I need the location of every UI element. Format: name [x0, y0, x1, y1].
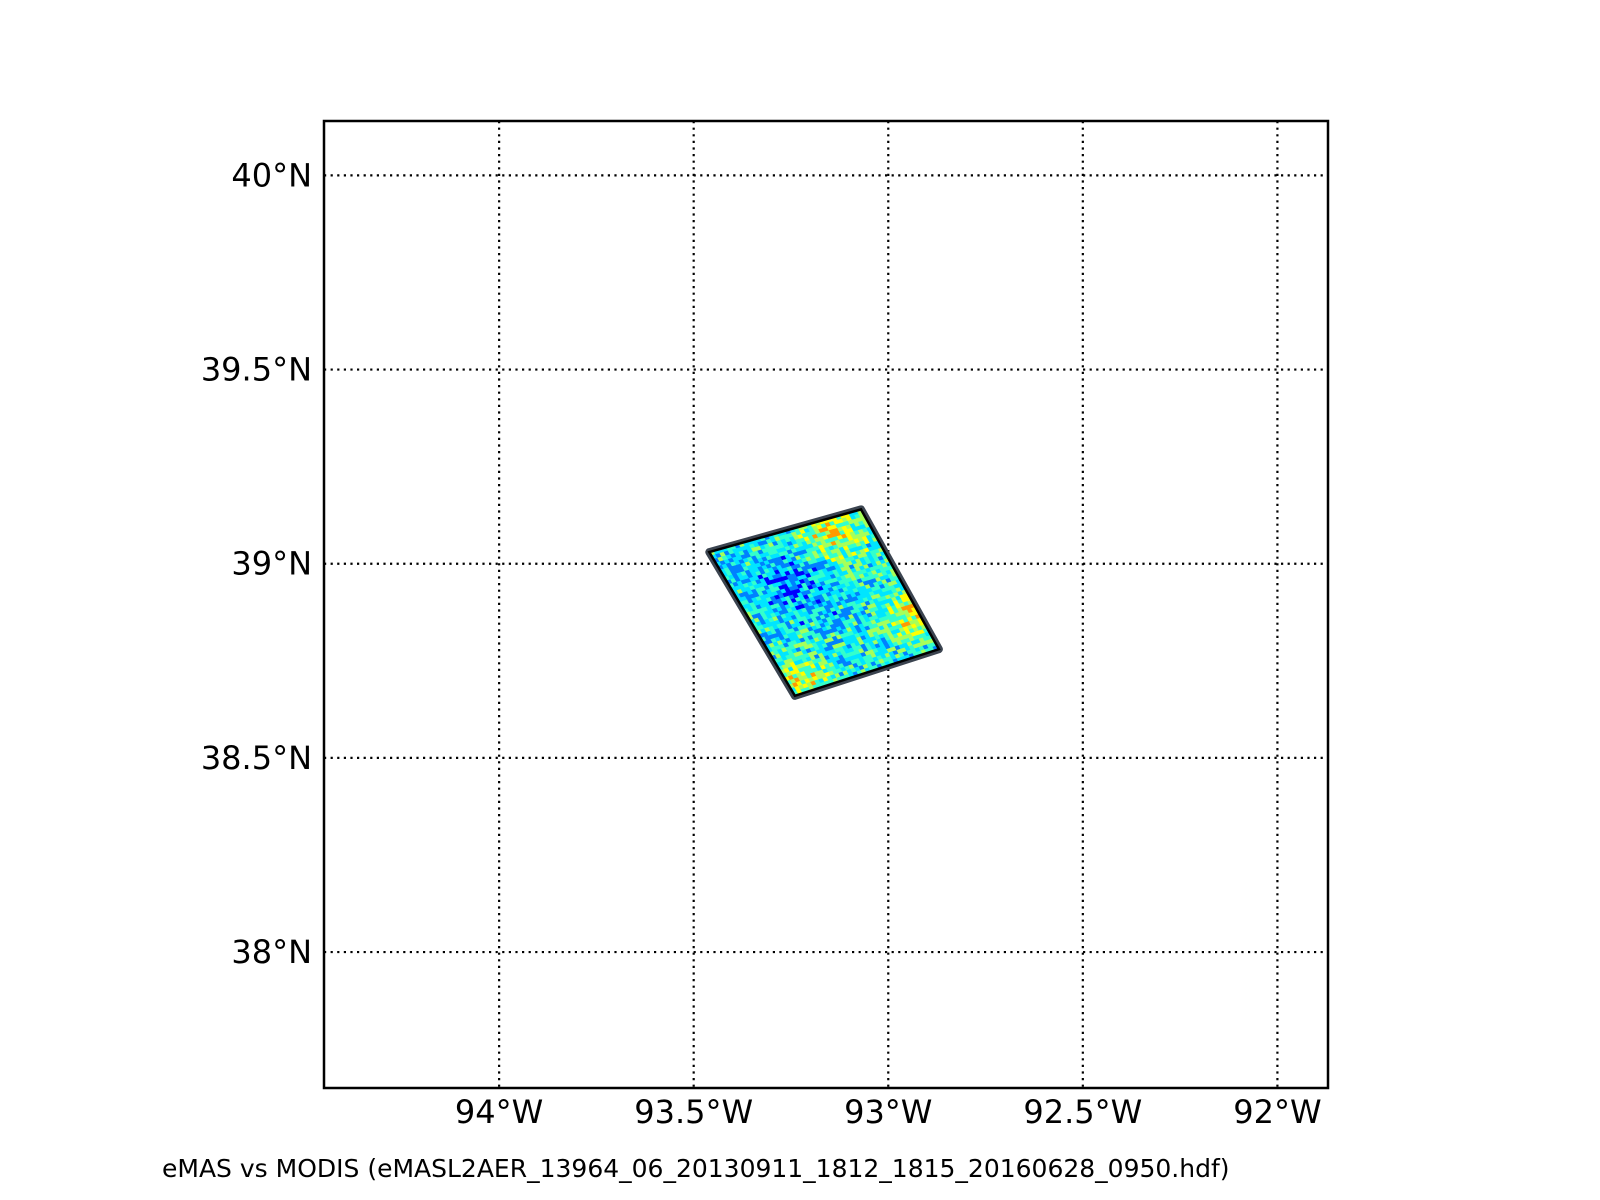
figure-caption: eMAS vs MODIS (eMASL2AER_13964_06_201309…	[162, 1154, 1230, 1183]
latitude-tick-labels: 40°N 39.5°N 39°N 38.5°N 38°N	[201, 156, 312, 971]
lat-tick-label: 40°N	[231, 156, 312, 194]
lon-tick-label: 93°W	[844, 1093, 932, 1131]
lon-tick-label: 92°W	[1233, 1093, 1321, 1131]
lat-tick-label: 38.5°N	[201, 739, 312, 777]
plot-frame	[322, 119, 1330, 1090]
emas-swath	[705, 505, 943, 700]
lon-tick-label: 94°W	[455, 1093, 543, 1131]
lon-tick-label: 92.5°W	[1023, 1093, 1142, 1131]
swath-heatmap	[709, 509, 939, 696]
lat-tick-label: 39.5°N	[201, 351, 312, 389]
lon-tick-label: 93.5°W	[634, 1093, 753, 1131]
swath-border	[707, 507, 941, 698]
lat-tick-label: 38°N	[231, 933, 312, 971]
longitude-tick-labels: 94°W 93.5°W 93°W 92.5°W 92°W	[455, 1093, 1322, 1131]
lat-tick-label: 39°N	[231, 545, 312, 583]
